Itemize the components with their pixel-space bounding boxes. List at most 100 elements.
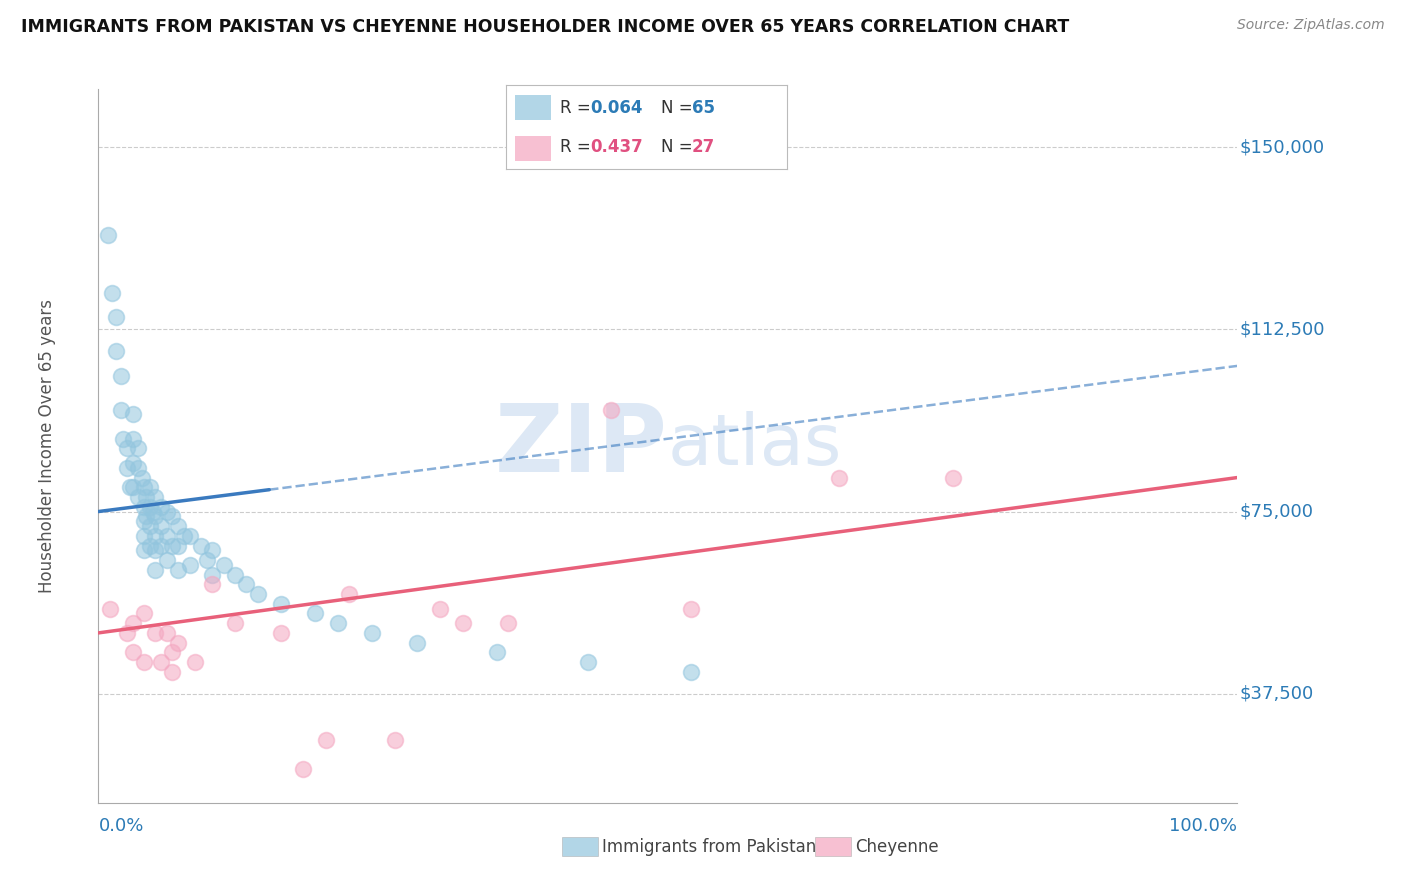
Point [162,509,184,524]
Point [132,607,155,621]
Point [337,587,360,601]
Point [98,601,121,615]
Point [201,543,224,558]
Point [156,504,179,518]
Point [679,601,702,615]
Point [942,470,965,484]
Point [150,519,173,533]
Point [292,762,315,776]
Point [104,310,127,325]
Point [828,470,851,484]
Text: Cheyenne: Cheyenne [855,838,938,855]
Point [110,402,132,417]
Point [120,480,142,494]
Point [162,539,184,553]
Point [145,509,167,524]
Point [201,567,224,582]
Point [173,529,195,543]
Point [150,539,173,553]
Point [360,626,382,640]
FancyBboxPatch shape [515,136,551,161]
Text: 65: 65 [692,99,714,117]
Point [135,490,157,504]
Text: $112,500: $112,500 [1240,320,1324,338]
Text: IMMIGRANTS FROM PAKISTAN VS CHEYENNE HOUSEHOLDER INCOME OVER 65 YEARS CORRELATIO: IMMIGRANTS FROM PAKISTAN VS CHEYENNE HOU… [21,18,1070,36]
Point [132,655,155,669]
Point [384,732,406,747]
Point [679,665,702,679]
Point [201,577,224,591]
Point [162,665,184,679]
Point [179,558,201,572]
Point [138,480,160,494]
Point [121,456,143,470]
Point [96,227,118,242]
Point [304,607,326,621]
Point [184,655,207,669]
Point [270,597,292,611]
Point [101,286,124,301]
Point [195,553,218,567]
Point [135,509,157,524]
Text: R =: R = [560,137,596,155]
Point [121,480,143,494]
Point [104,344,127,359]
Point [112,432,135,446]
Point [138,519,160,533]
Point [115,626,138,640]
Point [132,543,155,558]
Text: $75,000: $75,000 [1240,502,1313,521]
Point [138,500,160,514]
Point [150,500,173,514]
Point [270,626,292,640]
Point [246,587,269,601]
Point [224,616,246,631]
Point [315,732,337,747]
Point [406,635,429,649]
Text: 27: 27 [692,137,716,155]
Point [486,645,509,659]
Point [224,567,246,582]
Point [121,432,143,446]
Text: N =: N = [661,137,697,155]
Point [145,563,167,577]
Point [162,645,184,659]
Point [110,368,132,383]
Point [115,442,138,456]
Point [212,558,235,572]
Point [127,460,149,475]
Point [145,490,167,504]
Point [145,543,167,558]
Text: atlas: atlas [668,411,842,481]
Text: 0.437: 0.437 [591,137,644,155]
Point [167,563,190,577]
Point [132,500,155,514]
Text: Householder Income Over 65 years: Householder Income Over 65 years [38,299,56,593]
Point [167,519,190,533]
Point [235,577,257,591]
Text: Immigrants from Pakistan: Immigrants from Pakistan [602,838,815,855]
Text: R =: R = [560,99,596,117]
Text: N =: N = [661,99,697,117]
Text: $150,000: $150,000 [1240,138,1324,156]
FancyBboxPatch shape [515,95,551,120]
Point [600,402,623,417]
Point [167,539,190,553]
Point [498,616,520,631]
Point [156,553,179,567]
Text: 0.0%: 0.0% [98,817,143,835]
Text: Source: ZipAtlas.com: Source: ZipAtlas.com [1237,18,1385,32]
Point [115,460,138,475]
Point [190,539,212,553]
Point [142,504,165,518]
Point [121,645,143,659]
Point [131,470,153,484]
Point [127,490,149,504]
Point [167,635,190,649]
Point [326,616,349,631]
Point [121,408,143,422]
Point [451,616,474,631]
Point [145,626,167,640]
Point [429,601,451,615]
Point [121,616,143,631]
